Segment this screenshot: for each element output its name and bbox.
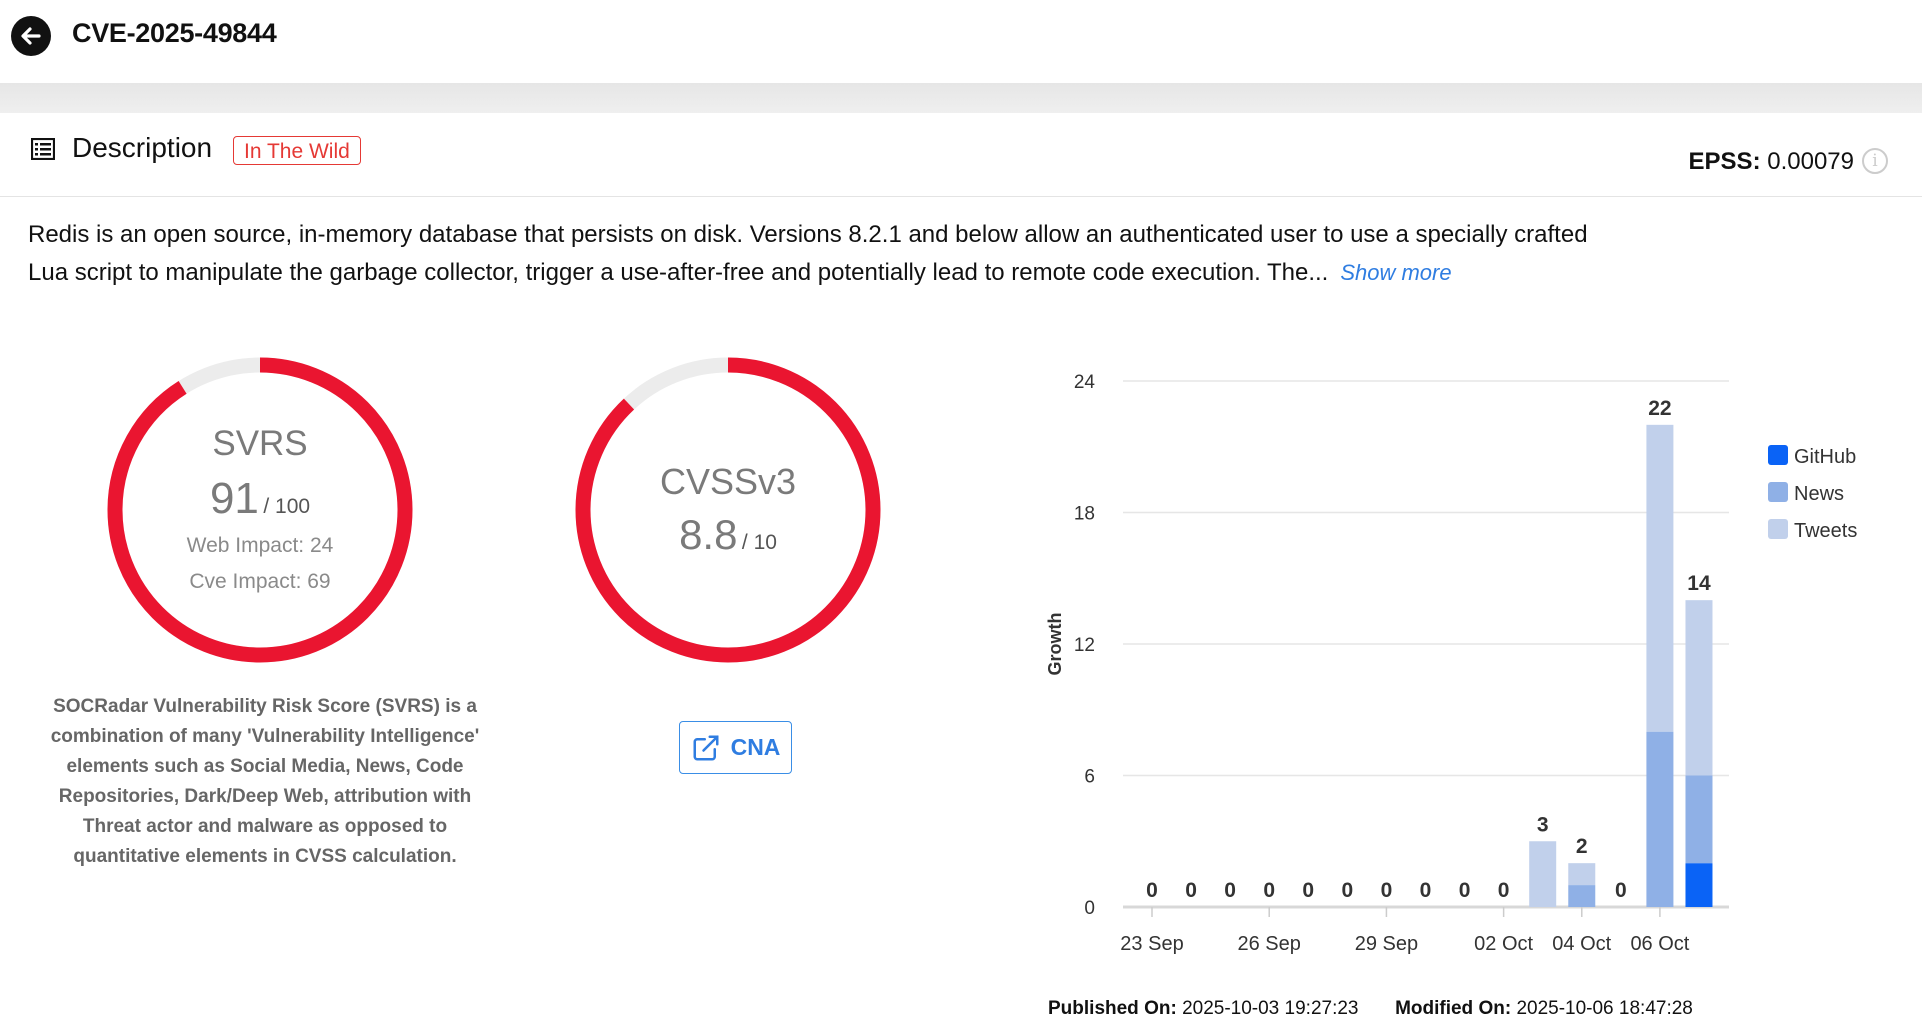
- cvss-label: CVSSv3: [659, 461, 797, 502]
- epss-value: 0.00079: [1767, 148, 1854, 175]
- epss-label: EPSS:: [1688, 148, 1761, 175]
- svrs-web-impact: Web Impact: 24: [186, 534, 334, 557]
- description-text: Redis is an open source, in-memory datab…: [28, 216, 1588, 291]
- info-icon[interactable]: i: [1862, 148, 1888, 174]
- svrs-score: 91 / 100: [105, 474, 415, 524]
- legend-swatch-news: [1768, 482, 1788, 502]
- section-divider: [0, 83, 1922, 113]
- y-tick-label: 18: [1074, 504, 1095, 525]
- cvss-gauge: [575, 357, 881, 663]
- svrs-label: SVRS: [212, 424, 308, 463]
- cvss-score-max: / 10: [741, 531, 777, 554]
- modified-date: 2025-10-06 18:47:28: [1516, 998, 1693, 1019]
- data-label: 0: [1302, 879, 1314, 902]
- cna-label: CNA: [730, 734, 781, 760]
- data-label: 0: [1381, 879, 1393, 902]
- svrs-score-max: / 100: [263, 495, 311, 518]
- description-body: Redis is an open source, in-memory datab…: [28, 221, 1588, 286]
- data-label: 22: [1648, 397, 1671, 420]
- page-title: CVE-2025-49844: [72, 18, 277, 48]
- y-tick-label: 24: [1074, 372, 1096, 393]
- show-more-link[interactable]: Show more: [1340, 259, 1452, 285]
- divider: [0, 196, 1922, 197]
- data-label: 0: [1185, 879, 1197, 902]
- bar-tweets: [1685, 600, 1713, 776]
- y-tick-label: 6: [1084, 767, 1095, 788]
- cvss-score: 8.8 / 10: [573, 511, 883, 559]
- bar-github: [1685, 863, 1713, 907]
- legend-swatch-github: [1768, 445, 1788, 465]
- y-tick-label: 12: [1074, 635, 1095, 656]
- published-label: Published On:: [1048, 998, 1177, 1019]
- data-label: 0: [1146, 879, 1158, 902]
- data-label: 14: [1687, 572, 1711, 595]
- published-date: 2025-10-03 19:27:23: [1182, 998, 1359, 1019]
- list-icon: [31, 138, 55, 160]
- data-label: 0: [1263, 879, 1275, 902]
- bar-news: [1685, 775, 1713, 864]
- svrs-cve-impact: Cve Impact: 69: [189, 570, 331, 593]
- x-tick-label: 02 Oct: [1474, 933, 1533, 955]
- x-tick-label: 26 Sep: [1238, 933, 1301, 955]
- data-label: 3: [1537, 813, 1549, 836]
- dates-footer: Published On: 2025-10-03 19:27:23 Modifi…: [1048, 998, 1693, 1020]
- legend-swatch-tweets: [1768, 519, 1788, 539]
- svrs-gauge: [107, 357, 413, 663]
- data-label: 2: [1576, 835, 1588, 858]
- data-label: 0: [1224, 879, 1236, 902]
- legend-item-news: News: [1794, 483, 1844, 505]
- bar-news: [1646, 731, 1674, 907]
- x-tick-label: 04 Oct: [1552, 933, 1611, 955]
- in-the-wild-badge: In The Wild: [233, 136, 361, 165]
- data-label: 0: [1615, 879, 1627, 902]
- growth-chart: 0 6 12 18 24 Growth 0 23 Sep 0 0 0 26 Sep 0 0 0 29 Sep 0…: [1045, 372, 1857, 955]
- cna-button[interactable]: CNA: [679, 721, 792, 774]
- modified-label: Modified On:: [1395, 998, 1512, 1019]
- top-bar: [0, 0, 1922, 83]
- data-label: 0: [1459, 879, 1471, 902]
- svrs-gauge-arc: [107, 357, 413, 663]
- x-tick-label: 29 Sep: [1355, 933, 1418, 955]
- data-label: 0: [1420, 879, 1432, 902]
- data-label: 0: [1498, 879, 1510, 902]
- description-heading: Description: [72, 132, 213, 163]
- bar-tweets: [1646, 424, 1674, 732]
- bar-tweets: [1568, 863, 1596, 886]
- x-tick-label: 23 Sep: [1120, 933, 1183, 955]
- bar-tweets: [1529, 841, 1557, 907]
- svrs-score-value: 91: [209, 474, 259, 523]
- cvss-score-value: 8.8: [679, 511, 738, 558]
- x-tick-label: 06 Oct: [1630, 933, 1689, 955]
- y-tick-label: 0: [1084, 898, 1095, 919]
- external-link-icon: [693, 735, 719, 760]
- y-axis-label: Growth: [1045, 613, 1065, 676]
- back-button[interactable]: [11, 16, 51, 56]
- arrow-left-circle-icon: [21, 27, 41, 45]
- cvss-gauge-arc: [575, 357, 881, 663]
- bar-news: [1568, 885, 1596, 907]
- legend-item-github: GitHub: [1794, 446, 1856, 468]
- data-label: 0: [1342, 879, 1354, 902]
- legend-item-tweets: Tweets: [1794, 520, 1857, 542]
- epss-score: EPSS: 0.00079: [1689, 148, 1854, 176]
- svrs-explanation: SOCRadar Vulnerability Risk Score (SVRS)…: [50, 696, 480, 867]
